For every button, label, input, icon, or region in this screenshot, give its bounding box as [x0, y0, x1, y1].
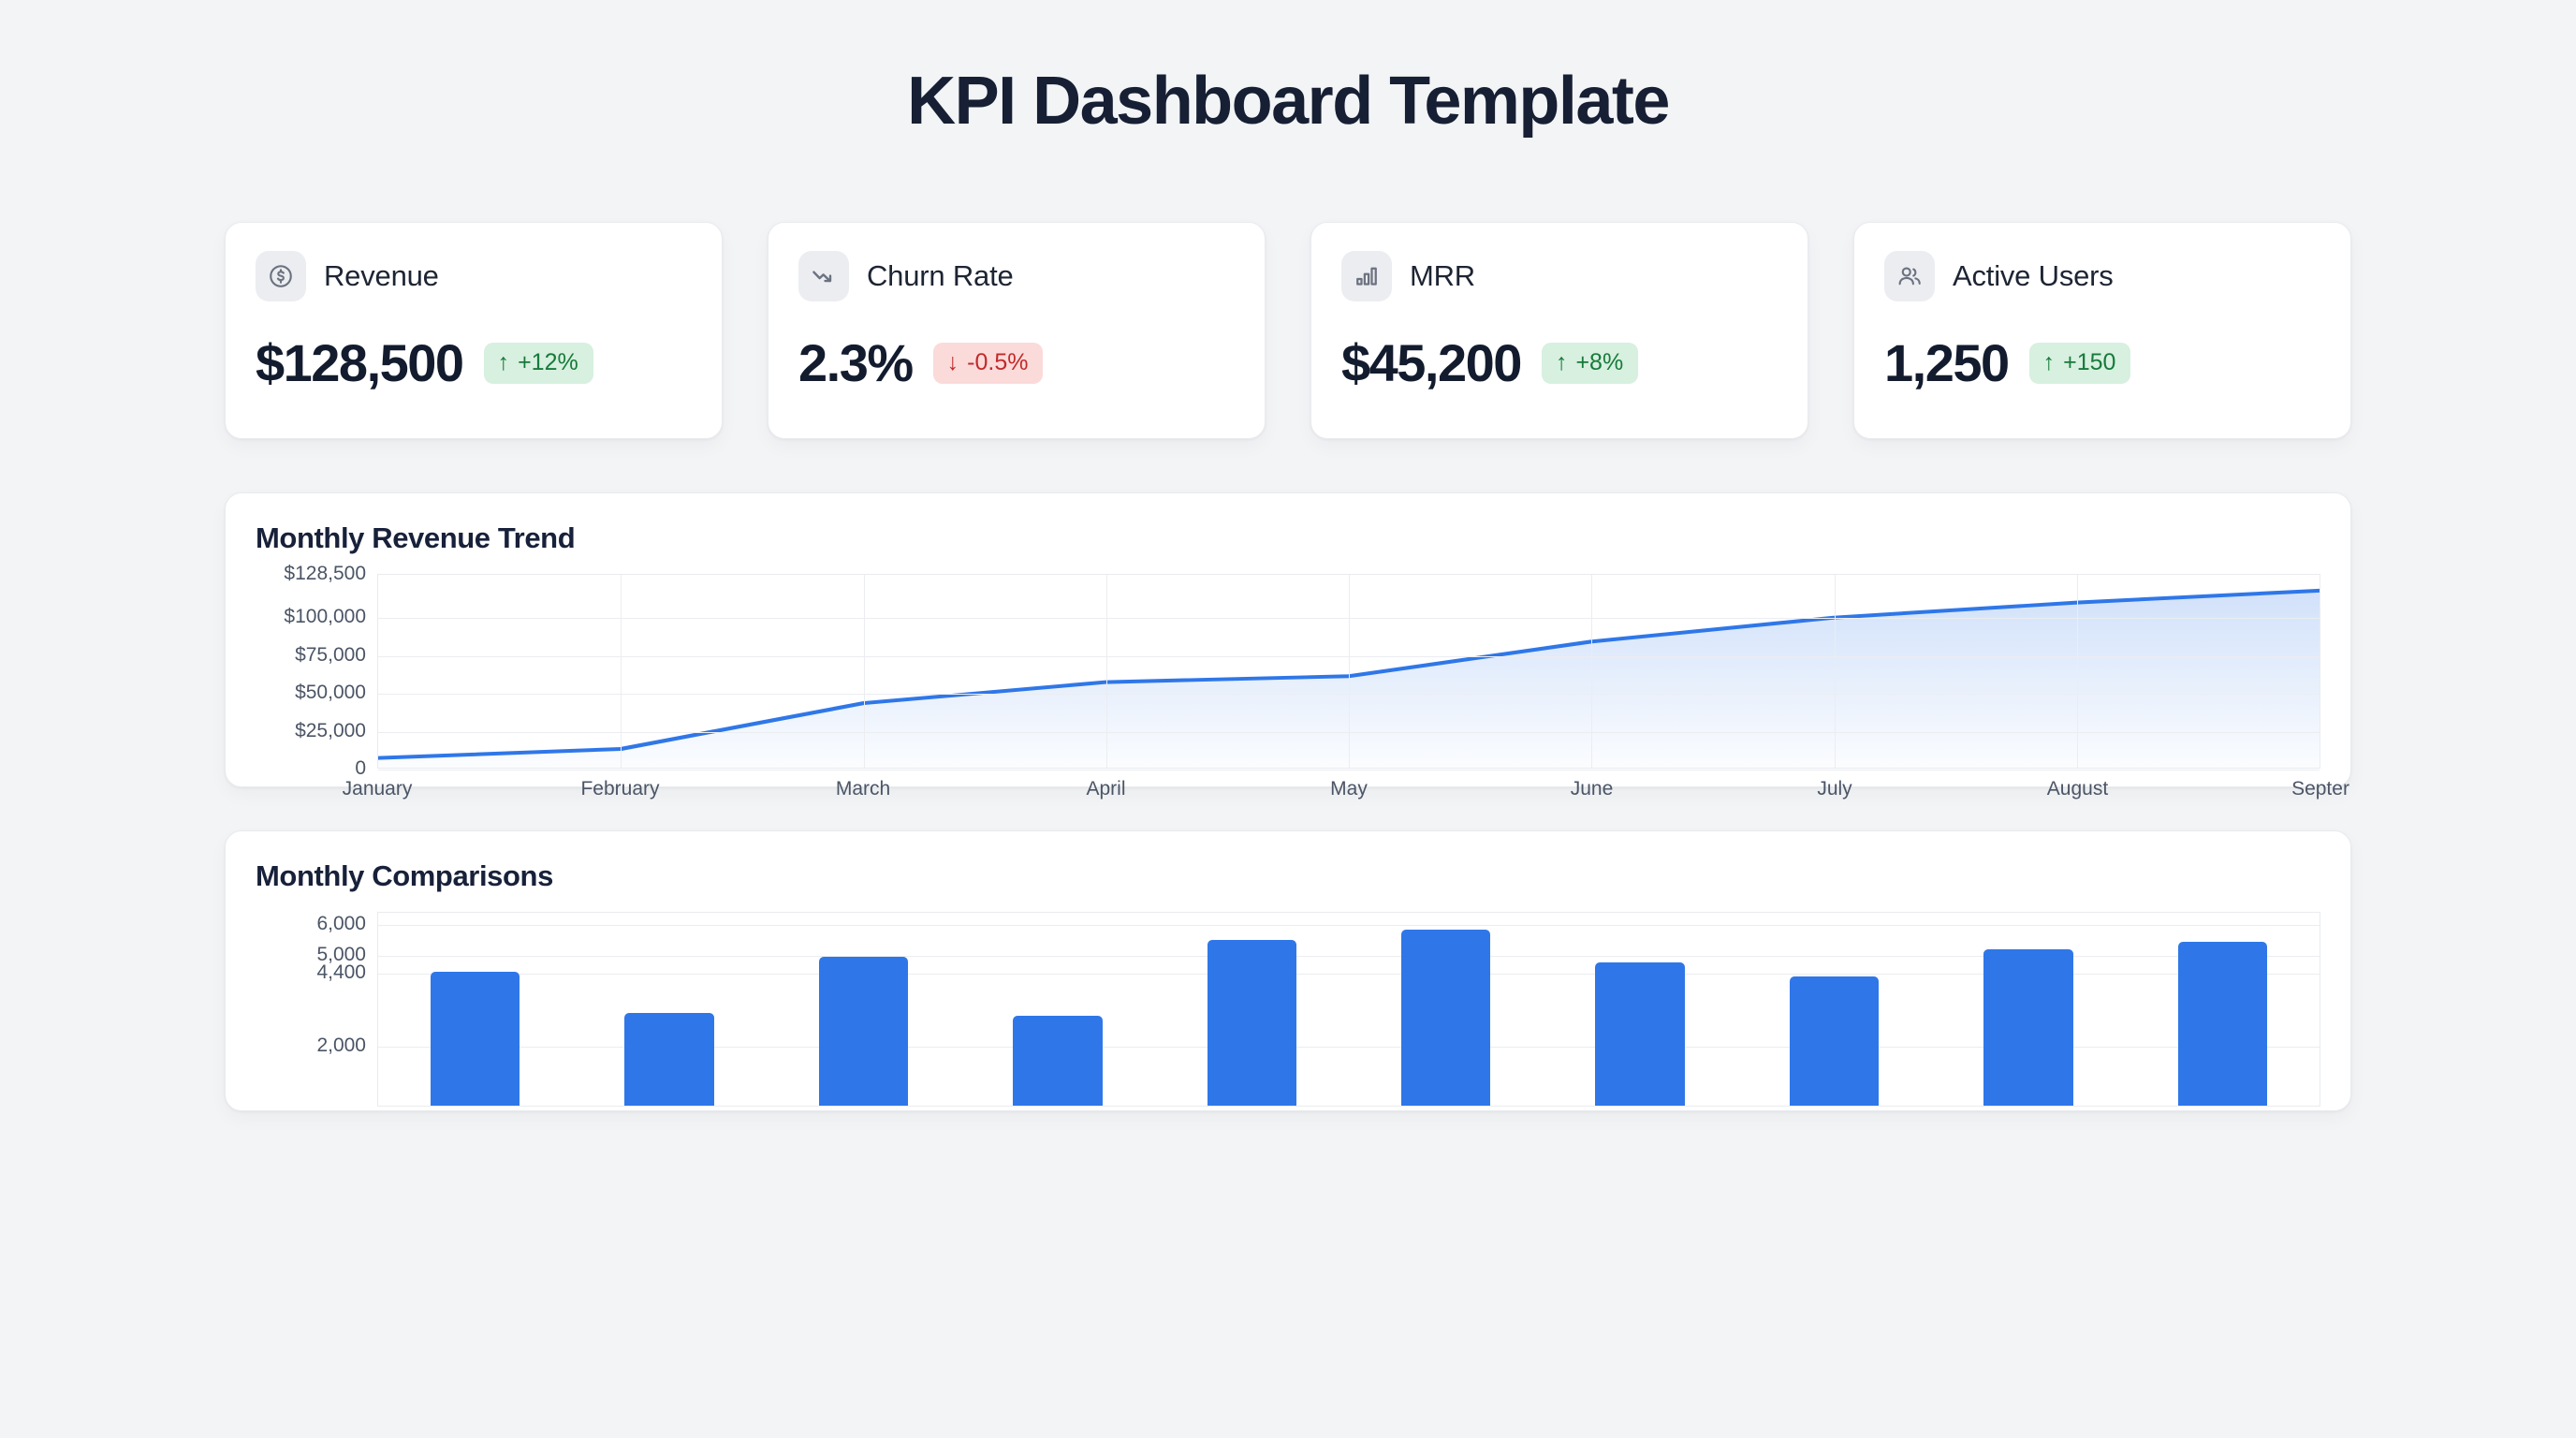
bar[interactable] [1595, 962, 1685, 1106]
x-tick-label: July [1817, 778, 1852, 800]
y-tick-label: 2,000 [316, 1034, 366, 1056]
gridline-vertical [1591, 575, 1593, 768]
y-tick-label: 5,000 [316, 943, 366, 965]
y-axis-labels: $128,500 $100,000 $75,000 $50,000 $25,000 0 [256, 563, 366, 779]
kpi-value-row: $128,500 ↑ +12% [256, 337, 692, 389]
panel-title: Monthly Revenue Trend [256, 521, 576, 554]
circle-dollar-icon [256, 251, 306, 301]
bar[interactable] [1983, 948, 2073, 1106]
bar[interactable] [818, 956, 909, 1106]
gridline-horizontal [378, 955, 2320, 957]
x-axis-labels: January February March April May June July Augu… [343, 772, 2349, 804]
kpi-value-row: 1,250 ↑ +150 [1884, 337, 2320, 389]
kpi-delta-badge: ↓ -0.5% [932, 343, 1044, 384]
kpi-card-header: Churn Rate [798, 251, 1235, 301]
kpi-value: 1,250 [1884, 333, 2010, 392]
monthly-revenue-trend-panel: Monthly Revenue Trend $128,500 $100,000 $7… [225, 492, 2351, 800]
arrow-down-icon: ↓ [946, 349, 959, 375]
plot-area [377, 574, 2320, 770]
kpi-label: Churn Rate [867, 259, 1014, 292]
kpi-value: $128,500 [256, 333, 464, 392]
y-tick-label: $50,000 [295, 682, 366, 704]
bar-chart-icon [1341, 251, 1392, 301]
kpi-value: 2.3% [798, 333, 914, 392]
gridline-horizontal [378, 925, 2320, 926]
kpi-value: $45,200 [1341, 333, 1522, 392]
x-tick-label: Septer [2291, 778, 2349, 800]
bar[interactable] [1013, 1016, 1103, 1106]
y-tick-label: 0 [355, 757, 366, 779]
y-tick-label: 6,000 [316, 913, 366, 934]
gridline-vertical [621, 575, 622, 768]
bar[interactable] [430, 972, 520, 1106]
arrow-up-icon: ↑ [1555, 349, 1568, 375]
kpi-delta-badge: ↑ +8% [1541, 343, 1639, 384]
kpi-delta-value: +12% [518, 349, 578, 375]
gridline-vertical [1349, 575, 1350, 768]
bar[interactable] [2177, 941, 2267, 1106]
gridline-vertical [863, 575, 865, 768]
page-title: KPI Dashboard Template [907, 64, 1670, 139]
bar[interactable] [624, 1012, 714, 1106]
kpi-card-header: Revenue [256, 251, 692, 301]
kpi-label: Revenue [324, 259, 439, 292]
x-tick-label: May [1330, 778, 1368, 800]
kpi-delta-badge: ↑ +150 [2028, 343, 2131, 384]
bar[interactable] [1400, 929, 1491, 1106]
gridline-vertical [1105, 575, 1107, 768]
x-tick-label: January [342, 778, 413, 800]
kpi-label: MRR [1410, 259, 1475, 292]
kpi-card-header: Active Users [1884, 251, 2320, 301]
x-tick-label: April [1086, 778, 1126, 800]
gridline-vertical [1834, 575, 1836, 768]
x-tick-label: June [1570, 778, 1614, 800]
y-tick-label: $25,000 [295, 719, 366, 741]
kpi-card-active-users[interactable]: Active Users 1,250 ↑ +150 [1853, 222, 2351, 439]
arrow-up-icon: ↑ [2042, 349, 2056, 375]
y-tick-label: $100,000 [284, 606, 366, 628]
kpi-delta-value: +8% [1575, 349, 1624, 375]
kpi-card-churn-rate[interactable]: Churn Rate 2.3% ↓ -0.5% [768, 222, 1266, 439]
x-tick-label: March [835, 778, 891, 800]
arrow-up-icon: ↑ [497, 349, 510, 375]
y-tick-label: $128,500 [284, 563, 366, 584]
gridline-horizontal [378, 974, 2320, 975]
gridline-vertical [2076, 575, 2078, 768]
kpi-value-row: 2.3% ↓ -0.5% [798, 337, 1235, 389]
gridline-horizontal [378, 1047, 2320, 1048]
kpi-delta-value: +150 [2063, 349, 2116, 375]
y-axis-labels: 6,000 5,000 4,400 2,000 [256, 912, 366, 1107]
panel-title: Monthly Comparisons [256, 859, 553, 892]
y-tick-label: $75,000 [295, 643, 366, 666]
kpi-delta-value: -0.5% [967, 349, 1029, 375]
kpi-card-revenue[interactable]: Revenue $128,500 ↑ +12% [225, 222, 723, 439]
bar[interactable] [1207, 939, 1296, 1106]
kpi-card-header: MRR [1341, 251, 1778, 301]
plot-area [377, 912, 2320, 1107]
x-tick-label: August [2046, 778, 2109, 800]
revenue-trend-chart: $128,500 $100,000 $75,000 $50,000 $25,000 0 J… [256, 563, 2349, 800]
monthly-comparisons-panel: Monthly Comparisons 6,000 5,000 4,400 2,000 [225, 830, 2351, 1111]
bar[interactable] [1789, 976, 1880, 1106]
x-tick-label: February [580, 778, 660, 800]
trending-down-icon [798, 251, 849, 301]
kpi-delta-badge: ↑ +12% [483, 343, 593, 384]
kpi-card-mrr[interactable]: MRR $45,200 ↑ +8% [1310, 222, 1808, 439]
monthly-comparisons-chart: 6,000 5,000 4,400 2,000 [256, 912, 2320, 1110]
y-tick-label: 4,400 [316, 961, 366, 983]
kpi-card-row: Revenue $128,500 ↑ +12% Churn Rate 2.3% … [0, 222, 2576, 439]
kpi-label: Active Users [1953, 259, 2114, 292]
kpi-value-row: $45,200 ↑ +8% [1341, 337, 1778, 389]
users-icon [1884, 251, 1935, 301]
